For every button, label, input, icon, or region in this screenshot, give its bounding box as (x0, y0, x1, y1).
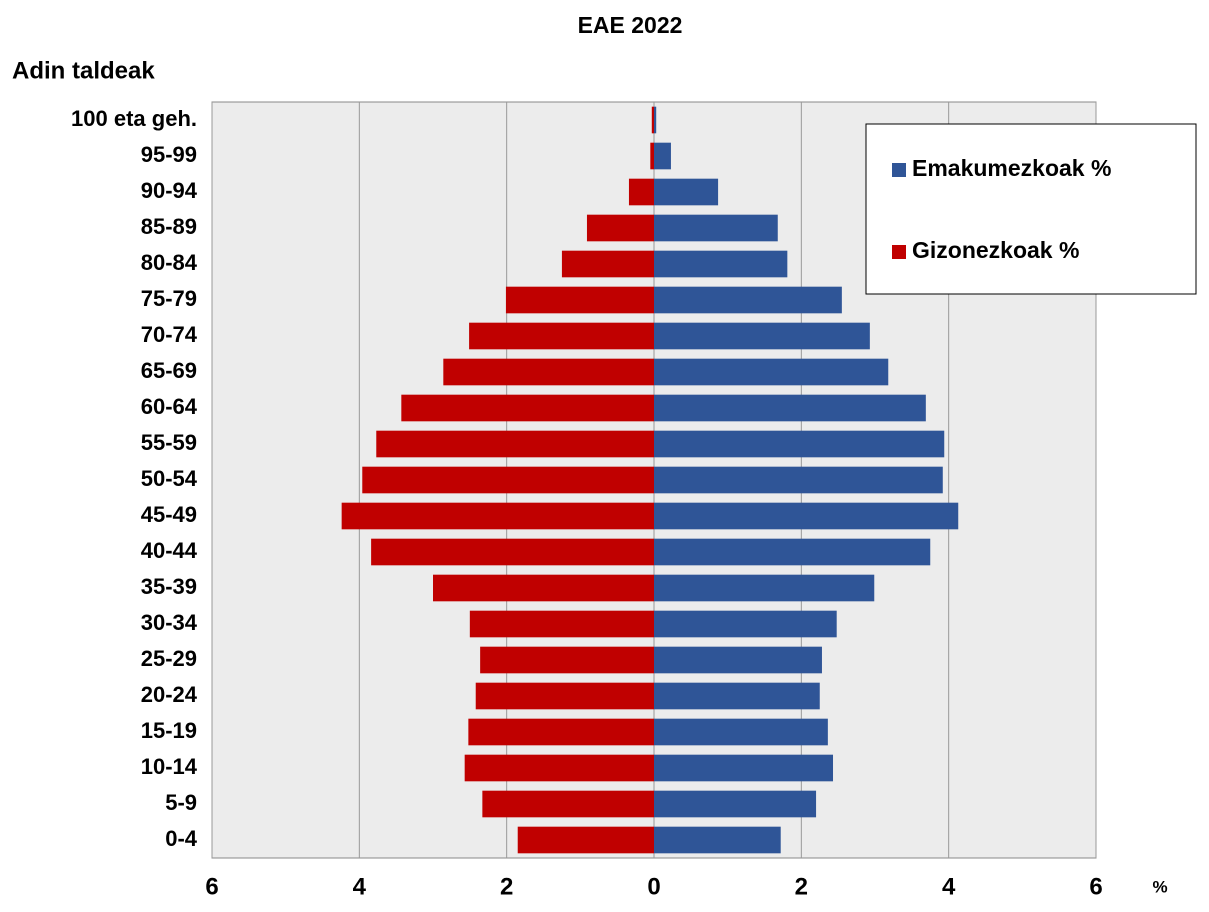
bar (654, 791, 816, 818)
bar (468, 719, 654, 746)
y-tick-label: 35-39 (141, 574, 197, 599)
y-tick-label: 10-14 (141, 754, 198, 779)
bar (654, 107, 656, 134)
bar (654, 215, 778, 242)
bar (652, 107, 654, 134)
bar (362, 467, 654, 494)
bar (654, 359, 888, 386)
bar (654, 179, 718, 206)
bar (469, 323, 654, 350)
legend-swatch (892, 163, 906, 177)
y-tick-label: 45-49 (141, 502, 197, 527)
bar (433, 575, 654, 602)
bar (654, 755, 833, 782)
bar (476, 683, 654, 710)
bar (342, 503, 654, 530)
x-tick-label: 4 (353, 873, 367, 900)
x-axis-unit: % (1152, 877, 1167, 896)
bar (654, 287, 842, 314)
bar (506, 287, 654, 314)
bar (650, 143, 654, 170)
y-tick-label: 5-9 (165, 790, 197, 815)
bar (654, 611, 837, 638)
y-tick-label: 70-74 (141, 322, 198, 347)
bar (654, 143, 671, 170)
y-tick-label: 0-4 (165, 826, 198, 851)
bar (376, 431, 654, 458)
y-tick-label: 25-29 (141, 646, 197, 671)
bar (654, 467, 943, 494)
bar (482, 791, 654, 818)
y-tick-label: 60-64 (141, 394, 198, 419)
y-tick-label: 30-34 (141, 610, 198, 635)
bar (470, 611, 654, 638)
y-tick-label: 20-24 (141, 682, 198, 707)
y-tick-label: 85-89 (141, 214, 197, 239)
bar (371, 539, 654, 566)
bar (443, 359, 654, 386)
y-tick-label: 90-94 (141, 178, 198, 203)
y-tick-label: 75-79 (141, 286, 197, 311)
bar (562, 251, 654, 278)
x-tick-label: 6 (1089, 873, 1102, 900)
bar (654, 251, 787, 278)
bar (401, 395, 654, 422)
bar (654, 719, 828, 746)
bar (518, 827, 654, 854)
legend-label: Gizonezkoak % (912, 237, 1079, 263)
bar (654, 539, 930, 566)
legend-box (866, 124, 1196, 294)
y-tick-label: 80-84 (141, 250, 198, 275)
bar (654, 575, 874, 602)
bar (654, 683, 820, 710)
bar (654, 827, 781, 854)
chart: EAE 2022 Adin taldeak % 6 4 2 0 2 4 6 0-4 5-9 10-… (0, 0, 1209, 907)
y-tick-label: 15-19 (141, 718, 197, 743)
bar (654, 395, 926, 422)
chart-title: EAE 2022 (578, 12, 683, 38)
bar (480, 647, 654, 674)
x-tick-label: 6 (205, 873, 218, 900)
bar (654, 647, 822, 674)
x-tick-label: 2 (500, 873, 513, 900)
y-tick-label: 95-99 (141, 142, 197, 167)
legend-label: Emakumezkoak % (912, 155, 1111, 181)
x-tick-label: 2 (795, 873, 808, 900)
bar (629, 179, 654, 206)
bar (654, 323, 870, 350)
y-tick-label: 40-44 (141, 538, 198, 563)
bar (654, 431, 944, 458)
y-tick-label: 55-59 (141, 430, 197, 455)
x-tick-label: 4 (942, 873, 956, 900)
y-axis-title: Adin taldeak (12, 57, 155, 84)
y-tick-label: 100 eta geh. (71, 106, 197, 131)
bar (465, 755, 654, 782)
y-tick-label: 50-54 (141, 466, 198, 491)
bar (654, 503, 958, 530)
legend-swatch (892, 245, 906, 259)
y-tick-label: 65-69 (141, 358, 197, 383)
bar (587, 215, 654, 242)
x-tick-label: 0 (647, 873, 660, 900)
